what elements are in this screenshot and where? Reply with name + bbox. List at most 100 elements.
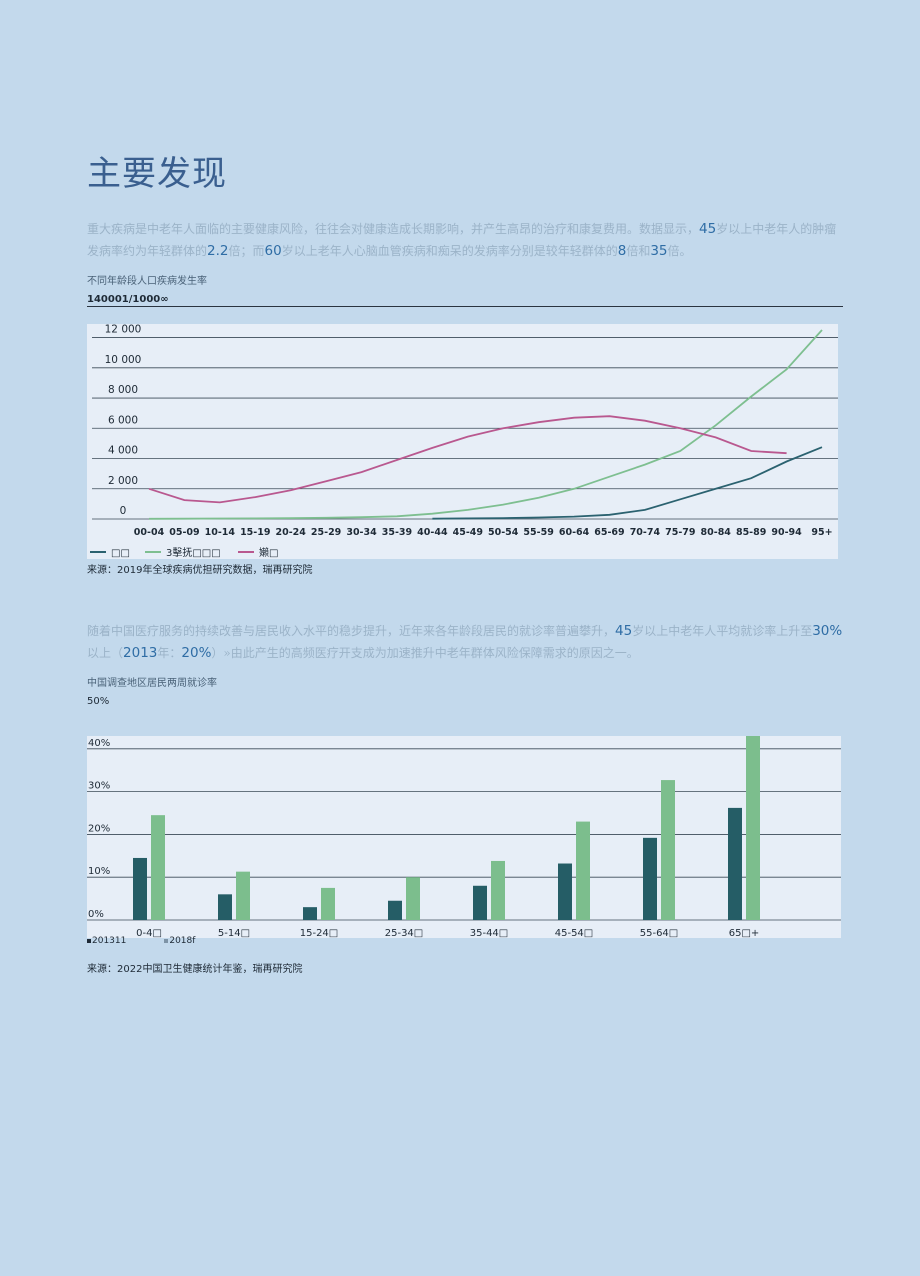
para1-highlight-3: 60 bbox=[264, 243, 282, 259]
para1-text-2: 岁以上中老年人的肿瘤发病率约为年轻群体的 bbox=[87, 222, 837, 258]
chart2-grid bbox=[87, 748, 841, 921]
chart2-bar bbox=[728, 807, 742, 920]
chart1-x-tick: 80-84 bbox=[701, 527, 732, 538]
chart2-bar bbox=[473, 885, 487, 920]
chart1-legend: □□ 3擊抚□□□ 嬾□ bbox=[90, 546, 278, 559]
chart2-bar bbox=[151, 815, 165, 920]
chart2-bar bbox=[133, 857, 147, 920]
para1-text-4: 岁以上老年人心脑血管疾病和痴呆的发病率分别是较年轻群体的 bbox=[281, 244, 618, 258]
para2-highlight-3: 2013 bbox=[123, 645, 158, 661]
chart2-x-tick: 45-54□ bbox=[555, 928, 594, 938]
chart1-y-tick: 4 000 bbox=[108, 445, 138, 457]
para1-highlight-1: 45 bbox=[699, 221, 717, 237]
chart1-x-tick: 00-04 bbox=[134, 527, 165, 538]
bar-chart: 0% 10% 20% 30% 40% 0-4□ 5-14□ 15-24□ 25-34□ 35-4… bbox=[87, 736, 841, 938]
chart1-x-tick: 10-14 bbox=[205, 527, 236, 538]
chart2-x-tick: 65□+ bbox=[729, 928, 760, 938]
chart1-series bbox=[148, 329, 823, 520]
chart1-y-tick: 2 000 bbox=[108, 475, 138, 487]
chart2-x-tick: 25-34□ bbox=[385, 928, 424, 938]
chart2-legend-label: 201311 bbox=[92, 936, 127, 946]
chart2-bar bbox=[388, 900, 402, 920]
chart2-x-tick: 15-24□ bbox=[300, 928, 339, 938]
chart2-y-tick: 0% bbox=[88, 909, 104, 920]
para1-highlight-5: 35 bbox=[650, 243, 668, 259]
chart1-caption: 不同年龄段人口疾病发生率 bbox=[87, 276, 207, 287]
chart2-x-ticks: 0-4□ 5-14□ 15-24□ 25-34□ 35-44□ 45-54□ 55-64□ 6… bbox=[136, 928, 759, 938]
chart2-y-tick: 40% bbox=[88, 738, 110, 749]
chart1-source: 来源：2019年全球疾病优担研究数据，瑞再研究院 bbox=[87, 565, 313, 576]
chart1-x-tick: 25-29 bbox=[311, 527, 341, 538]
chart1-x-tick: 30-34 bbox=[346, 527, 377, 538]
chart1-y-tick: 0 bbox=[120, 505, 127, 517]
chart2-bar bbox=[406, 877, 420, 920]
para2-highlight-4: 20% bbox=[181, 645, 212, 661]
para1-highlight-2: 2.2 bbox=[207, 243, 229, 259]
chart1-unit: 140001/1000∞ bbox=[87, 294, 169, 305]
chart1-x-tick: 85-89 bbox=[736, 527, 766, 538]
chart1-x-tick: 15-19 bbox=[240, 527, 270, 538]
chart1-x-tick: 50-54 bbox=[488, 527, 519, 538]
chart1-x-tick: 65-69 bbox=[594, 527, 624, 538]
chart2-x-tick: 55-64□ bbox=[640, 928, 679, 938]
para2-text-3: 以上（ bbox=[87, 646, 124, 660]
chart1-y-ticks: 0 2 000 4 000 6 000 8 000 10 000 12 000 bbox=[105, 324, 142, 517]
chart2-legend-label: 2018f bbox=[169, 936, 196, 946]
chart2-bars bbox=[133, 736, 760, 920]
chart1-x-tick: 40-44 bbox=[417, 527, 448, 538]
chart1-x-tick: 45-49 bbox=[453, 527, 483, 538]
chart1-legend-label: 3擊抚□□□ bbox=[166, 546, 221, 559]
chart2-bar bbox=[558, 863, 572, 920]
chart2-y-tick: 10% bbox=[88, 866, 110, 877]
chart1-x-tick: 70-74 bbox=[630, 527, 661, 538]
chart1-legend-label: 嬾□ bbox=[259, 546, 278, 559]
chart2-bar bbox=[321, 887, 335, 920]
para1-text-6: 倍。 bbox=[667, 244, 692, 258]
chart1-y-tick: 10 000 bbox=[105, 354, 142, 366]
chart2-x-tick: 5-14□ bbox=[218, 928, 250, 938]
para1-text-3: 倍；而 bbox=[228, 244, 265, 258]
chart1-x-tick: 55-59 bbox=[523, 527, 553, 538]
para1-highlight-4: 8 bbox=[617, 243, 627, 259]
second-paragraph: 随着中国医疗服务的持续改善与居民收入水平的稳步提升，近年来各年龄段居民的就诊率普… bbox=[87, 620, 847, 664]
chart2-legend-swatch bbox=[164, 938, 169, 943]
chart2-bar bbox=[236, 871, 250, 920]
chart1-x-tick: 20-24 bbox=[275, 527, 306, 538]
chart1-series-line bbox=[148, 329, 823, 520]
chart2-bar bbox=[643, 837, 657, 920]
para2-highlight-1: 45 bbox=[615, 623, 633, 639]
chart1-x-tick: 35-39 bbox=[382, 527, 412, 538]
para1-text-5: 倍和 bbox=[626, 244, 651, 258]
chart1-x-tick: 95+ bbox=[811, 527, 832, 538]
chart2-legend: 201311 2018f bbox=[87, 936, 195, 946]
chart1-series-line bbox=[432, 446, 823, 520]
chart2-x-tick: 0-4□ bbox=[136, 928, 162, 938]
para2-text-2: 岁以上中老年人平均就诊率上升至 bbox=[632, 624, 813, 638]
para2-text-5: ）»由此产生的高频医疗开支成为加速推升中老年群体风险保障需求的原因之一。 bbox=[211, 646, 639, 660]
chart1-x-tick: 60-64 bbox=[559, 527, 590, 538]
chart2-x-tick: 35-44□ bbox=[470, 928, 509, 938]
chart1-x-tick: 05-09 bbox=[169, 527, 199, 538]
chart2-bar bbox=[746, 736, 760, 920]
chart1-y-tick: 12 000 bbox=[105, 324, 142, 336]
chart2-bar bbox=[491, 860, 505, 920]
chart2-y-ticks: 0% 10% 20% 30% 40% bbox=[88, 738, 110, 920]
chart1-y-tick: 8 000 bbox=[108, 384, 138, 396]
chart1-x-ticks: 00-04 05-09 10-14 15-19 20-24 25-29 30-34 35-39… bbox=[134, 527, 833, 538]
chart2-caption: 中国调查地区居民两周就诊率 bbox=[87, 678, 217, 689]
chart1-grid bbox=[92, 337, 838, 520]
chart2-legend-swatch bbox=[87, 938, 91, 943]
para1-text-1: 重大疾病是中老年人面临的主要健康风险，往往会对健康造成长期影响，并产生高昂的治疗… bbox=[87, 222, 700, 236]
chart1-x-tick: 75-79 bbox=[665, 527, 695, 538]
chart1-x-tick: 90-94 bbox=[771, 527, 802, 538]
chart2-bar bbox=[303, 907, 317, 920]
chart2-bar bbox=[661, 780, 675, 920]
chart2-source: 来源：2022中国卫生健康统计年鉴，瑞再研究院 bbox=[87, 964, 303, 975]
para2-text-1: 随着中国医疗服务的持续改善与居民收入水平的稳步提升，近年来各年龄段居民的就诊率普… bbox=[87, 624, 616, 638]
chart1-y-tick: 6 000 bbox=[108, 414, 138, 426]
para2-highlight-2: 30% bbox=[812, 623, 843, 639]
chart2-y-tick: 30% bbox=[88, 781, 110, 792]
para2-text-4: 年： bbox=[157, 646, 182, 660]
intro-paragraph: 重大疾病是中老年人面临的主要健康风险，往往会对健康造成长期影响，并产生高昂的治疗… bbox=[87, 218, 847, 262]
